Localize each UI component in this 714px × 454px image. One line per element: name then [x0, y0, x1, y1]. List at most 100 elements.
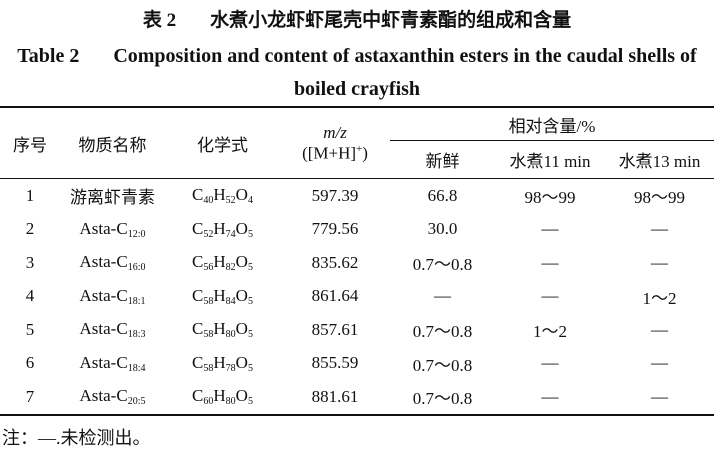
subscript: 78	[225, 362, 236, 374]
cell: —	[541, 252, 559, 272]
text: C	[192, 218, 204, 238]
cell: 1	[25, 185, 35, 205]
label: Table 2	[17, 45, 80, 67]
subscript: 40	[203, 195, 214, 207]
row: 5 Asta-C18:3 C58H80O5 857.61 0.7～0.8 1～2—	[0, 313, 714, 347]
cell: —	[541, 219, 559, 239]
cell: C58H84O5	[165, 280, 280, 314]
cell: 6	[25, 353, 35, 373]
text: C	[192, 252, 204, 272]
cell: 1～2	[642, 288, 677, 308]
text: C	[192, 319, 204, 339]
cell: 4	[25, 286, 35, 306]
label: 表 2	[142, 10, 177, 31]
text: Asta-C	[79, 319, 128, 339]
cell: 835.62	[311, 252, 359, 272]
subscript: 5	[247, 396, 253, 408]
mz: m/z	[323, 122, 347, 142]
text: O	[235, 319, 248, 339]
cell: C58H78O5	[165, 347, 280, 381]
table: 序号 物质名称 化学式 m/z ([M+H]+) 相对含量/% 新鲜 水煮11 m…	[0, 106, 714, 416]
subscript: 4	[247, 195, 253, 207]
cell: —	[541, 286, 559, 306]
subscript: 52	[225, 195, 236, 207]
cell: 66.8	[427, 185, 458, 205]
header-cell: 新鲜	[390, 140, 495, 179]
mz-paren: )	[362, 143, 368, 163]
cell: 5	[25, 319, 35, 339]
text: C	[192, 185, 204, 205]
cell: Asta-C18:3	[60, 313, 165, 347]
text: Asta-C	[79, 285, 128, 305]
cell: Asta-C18:4	[60, 347, 165, 381]
cell: —	[651, 386, 669, 406]
cell: 0.7～0.8	[412, 322, 473, 342]
mz-charge: +	[356, 142, 363, 155]
cell: —	[651, 252, 669, 272]
subscript: 18:3	[127, 329, 146, 341]
subscript: 5	[247, 228, 253, 240]
header-cell: 序号	[13, 135, 47, 155]
row: 3 Asta-C16:0 C56H82O5 835.62 0.7～0.8— —	[0, 246, 714, 280]
text: O	[235, 218, 248, 238]
subscript: 12:0	[127, 228, 146, 240]
title: Composition and content of astaxanthin e…	[113, 45, 697, 100]
cell: Asta-C12:0	[60, 213, 165, 247]
subscript: 5	[247, 362, 253, 374]
text: H	[213, 218, 226, 238]
subscript: 16:0	[127, 262, 146, 274]
row: 2 Asta-C12:0 C52H74O5 779.56 30.0— —	[0, 213, 714, 247]
text: O	[235, 185, 248, 205]
subscript: 5	[247, 262, 253, 274]
cell: —	[651, 219, 669, 239]
subscript: 20:5	[127, 396, 146, 408]
text: H	[213, 252, 226, 272]
subscript: 74	[225, 228, 236, 240]
text: Asta-C	[79, 386, 128, 406]
subscript: 18:4	[127, 362, 146, 374]
cell: 881.61	[311, 386, 359, 406]
text: C	[192, 285, 204, 305]
caption-cn: 表 2 水煮小龙虾虾尾壳中虾青素酯的组成和含量	[0, 5, 714, 32]
text: Asta-C	[79, 252, 128, 272]
cell: —	[651, 353, 669, 373]
subscript: 58	[203, 362, 214, 374]
cell: 855.59	[311, 353, 359, 373]
cell: 1～2	[533, 322, 567, 342]
cell: C40H52O4	[165, 179, 280, 213]
title: 水煮小龙虾虾尾壳中虾青素酯的组成和含量	[210, 10, 572, 31]
cell: C52H74O5	[165, 213, 280, 247]
text: O	[235, 252, 248, 272]
text: H	[213, 185, 226, 205]
mz-ion: ([M+H]	[302, 143, 357, 163]
cell: 597.39	[311, 185, 359, 205]
cell: 98～99	[524, 188, 576, 208]
text: C	[192, 352, 204, 372]
text: Asta-C	[79, 352, 128, 372]
caption-en: Table 2 Composition and content of astaxa…	[10, 40, 704, 106]
text: Asta-C	[79, 218, 128, 238]
subscript: 60	[203, 396, 214, 408]
cell: C60H80O5	[165, 380, 280, 415]
cell: —	[651, 319, 669, 339]
cell: Asta-C16:0	[60, 246, 165, 280]
cell: 779.56	[311, 219, 359, 239]
cell: 2	[25, 219, 35, 239]
text: O	[235, 352, 248, 372]
note: 注：—.未检测出。	[2, 428, 151, 448]
header-cell: 化学式	[197, 135, 248, 155]
row: 4 Asta-C18:1 C58H84O5 861.64— —1～2	[0, 280, 714, 314]
cell: Asta-C18:1	[60, 280, 165, 314]
subscript: 80	[225, 329, 236, 341]
row: 6 Asta-C18:4 C58H78O5 855.59 0.7～0.8— —	[0, 347, 714, 381]
header-cell: 物质名称	[78, 135, 147, 155]
text: H	[213, 352, 226, 372]
cell: 857.61	[311, 319, 359, 339]
cell: 3	[25, 252, 35, 272]
text: H	[213, 319, 226, 339]
header-cell: 水煮11 min	[495, 140, 605, 179]
cell: 861.64	[311, 286, 359, 306]
text: O	[235, 285, 248, 305]
text: H	[213, 285, 226, 305]
subscript: 84	[225, 295, 236, 307]
